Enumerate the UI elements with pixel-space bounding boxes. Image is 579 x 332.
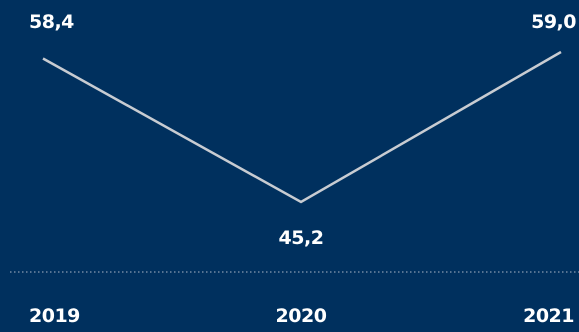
- series-line: [42, 50, 562, 204]
- x-tick-2020: 2020: [276, 305, 327, 327]
- x-tick-2021: 2021: [523, 305, 574, 327]
- data-label-2021: 59,0: [531, 11, 576, 33]
- x-tick-2019: 2019: [29, 305, 80, 327]
- data-label-2020: 45,2: [279, 227, 324, 249]
- data-label-2019: 58,4: [29, 11, 74, 33]
- x-axis-ticks: 2019 2020 2021: [29, 305, 575, 327]
- data-labels: 58,4 45,2 59,0: [29, 11, 577, 249]
